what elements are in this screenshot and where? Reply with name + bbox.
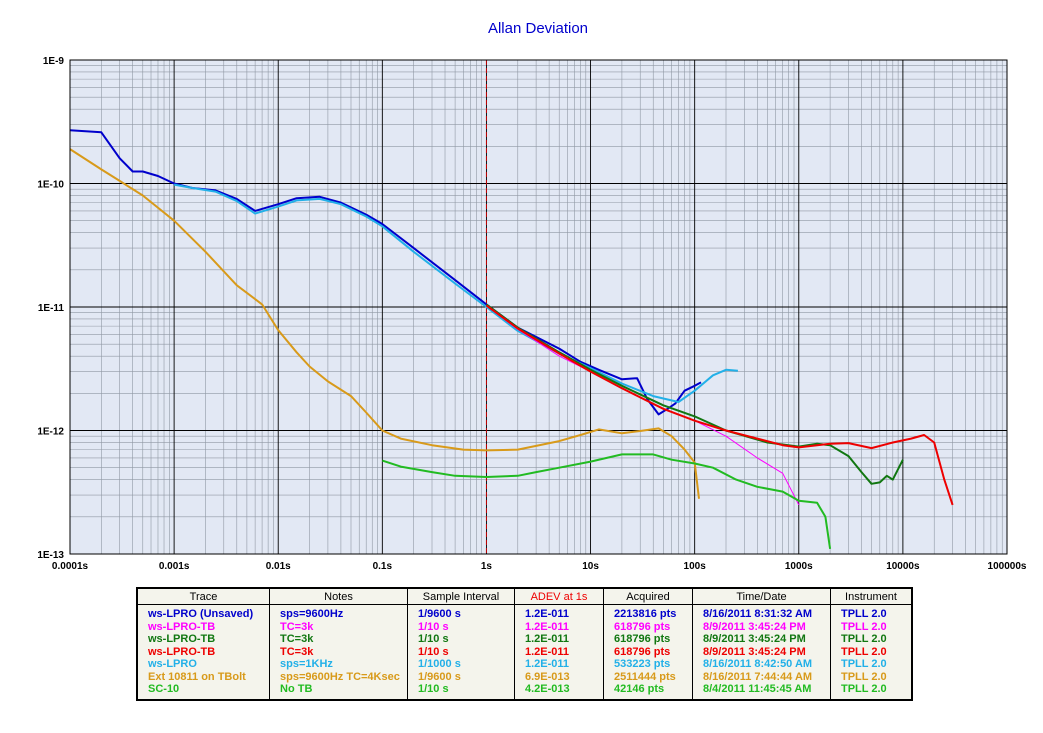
legend-cell: 1/9600 s [407,604,515,621]
y-axis-tick-labels: 1E-13 1E-12 1E-11 1E-10 1E-9 [37,56,64,561]
legend-row: ws-LPRO-TB TC=3k 1/10 s 1.2E-011 618796 pts 8… [136,620,912,633]
legend-cell: 1/1000 s [407,658,515,671]
allan-deviation-chart: Allan Deviation 0.0001s 0.001s 0.01s 0.1s 1s… [37,20,1027,572]
x-tick-label: 0.001s [159,561,190,572]
series-line-0 [69,129,702,416]
legend-cell: 8/9/2011 3:45:24 PM [692,620,831,633]
legend-header-cell: Acquired [603,588,693,605]
legend-cell: 4.2E-013 [514,683,604,700]
legend-cell: sps=9600Hz [269,604,408,621]
legend-header-cell: Notes [269,588,408,605]
legend-cell: TPLL 2.0 [830,620,912,633]
legend-cell: 2511444 pts [603,670,693,683]
legend-row: Ext 10811 on TBolt sps=9600Hz TC=4Ksec 1/9… [136,670,912,683]
y-tick-label: 1E-13 [37,550,64,561]
legend-row: ws-LPRO-TB TC=3k 1/10 s 1.2E-011 618796 pts 8… [136,633,912,646]
legend-cell: SC-10 [136,683,270,700]
legend-cell: 618796 pts [603,633,693,646]
x-tick-label: 100s [684,561,707,572]
series-line-5 [69,148,700,499]
legend-cell: sps=1KHz [269,658,408,671]
legend-cell: 8/16/2011 8:31:32 AM [692,604,831,621]
legend-cell: Ext 10811 on TBolt [136,670,270,683]
legend-cell: ws-LPRO-TB [136,645,270,658]
x-tick-label: 0.1s [373,561,393,572]
legend-cell: 42146 pts [603,683,693,700]
legend-cell: TPLL 2.0 [830,645,912,658]
legend-header-cell: Time/Date [692,588,831,605]
legend-row: ws-LPRO-TB TC=3k 1/10 s 1.2E-011 618796 pts 8… [136,645,912,658]
legend-cell: 8/4/2011 11:45:45 AM [692,683,831,700]
legend-row: ws-LPRO (Unsaved) sps=9600Hz 1/9600 s 1.2E-… [136,604,912,621]
legend-cell: ws-LPRO (Unsaved) [136,604,270,621]
legend-header-cell: Sample Interval [407,588,515,605]
y-tick-label: 1E-9 [43,56,65,67]
legend-cell: 8/9/2011 3:45:24 PM [692,645,831,658]
chart-title: Allan Deviation [488,20,588,37]
legend-cell: TPLL 2.0 [830,604,912,621]
legend-cell: ws-LPRO-TB [136,620,270,633]
legend-cell: TPLL 2.0 [830,658,912,671]
legend-cell: 1/9600 s [407,670,515,683]
legend-body: ws-LPRO (Unsaved) sps=9600Hz 1/9600 s 1.2E-… [136,604,912,700]
legend-cell: TPLL 2.0 [830,670,912,683]
legend-cell: No TB [269,683,408,700]
legend-cell: 533223 pts [603,658,693,671]
legend-cell: 1.2E-011 [514,645,604,658]
legend-header-cell: Trace [136,588,270,605]
legend-cell: TPLL 2.0 [830,633,912,646]
legend-cell: 1/10 s [407,633,515,646]
legend-header-row: Trace Notes Sample Interval ADEV at 1s Acqui… [136,588,912,605]
x-tick-label: 1s [481,561,493,572]
legend-cell: TC=3k [269,633,408,646]
legend-cell: 1/10 s [407,620,515,633]
legend-cell: ws-LPRO-TB [136,633,270,646]
x-tick-label: 10000s [886,561,920,572]
x-tick-label: 10s [582,561,599,572]
legend-row: SC-10 No TB 1/10 s 4.2E-013 42146 pts 8/4/201… [136,683,912,700]
y-tick-label: 1E-11 [38,303,65,314]
legend-cell: 6.9E-013 [514,670,604,683]
legend-cell: 1/10 s [407,645,515,658]
legend-cell: TPLL 2.0 [830,683,912,700]
plot-border [69,59,1008,555]
series-line-1 [173,183,738,403]
series-line-4 [485,304,954,506]
legend-cell: 1.2E-011 [514,604,604,621]
series-layer [69,129,954,550]
legend-cell: 8/16/2011 7:44:44 AM [692,670,831,683]
legend-row: ws-LPRO sps=1KHz 1/1000 s 1.2E-011 533223 pt… [136,658,912,671]
legend-cell: 618796 pts [603,645,693,658]
legend-cell: 1.2E-011 [514,633,604,646]
y-tick-label: 1E-12 [37,427,64,438]
trace-legend-table: Trace Notes Sample Interval ADEV at 1s Acqui… [136,587,913,701]
series-line-6 [381,453,832,550]
legend-cell: 8/16/2011 8:42:50 AM [692,658,831,671]
legend-cell: ws-LPRO [136,658,270,671]
legend-cell: sps=9600Hz TC=4Ksec [269,670,408,683]
legend-cell: 618796 pts [603,620,693,633]
legend-cell: 2213816 pts [603,604,693,621]
legend-cell: TC=3k [269,620,408,633]
x-axis-tick-labels: 0.0001s 0.001s 0.01s 0.1s 1s 10s 100s 1000s 1000… [52,561,1027,572]
x-tick-label: 0.0001s [52,561,89,572]
x-tick-label: 0.01s [266,561,291,572]
legend-header-cell: Instrument [830,588,912,605]
legend-cell: TC=3k [269,645,408,658]
legend-cell: 1.2E-011 [514,620,604,633]
x-tick-label: 100000s [988,561,1027,572]
legend-header-cell: ADEV at 1s [514,588,604,605]
legend-cell: 8/9/2011 3:45:24 PM [692,633,831,646]
x-tick-label: 1000s [785,561,813,572]
legend-cell: 1.2E-011 [514,658,604,671]
y-tick-label: 1E-10 [37,180,64,191]
legend-cell: 1/10 s [407,683,515,700]
